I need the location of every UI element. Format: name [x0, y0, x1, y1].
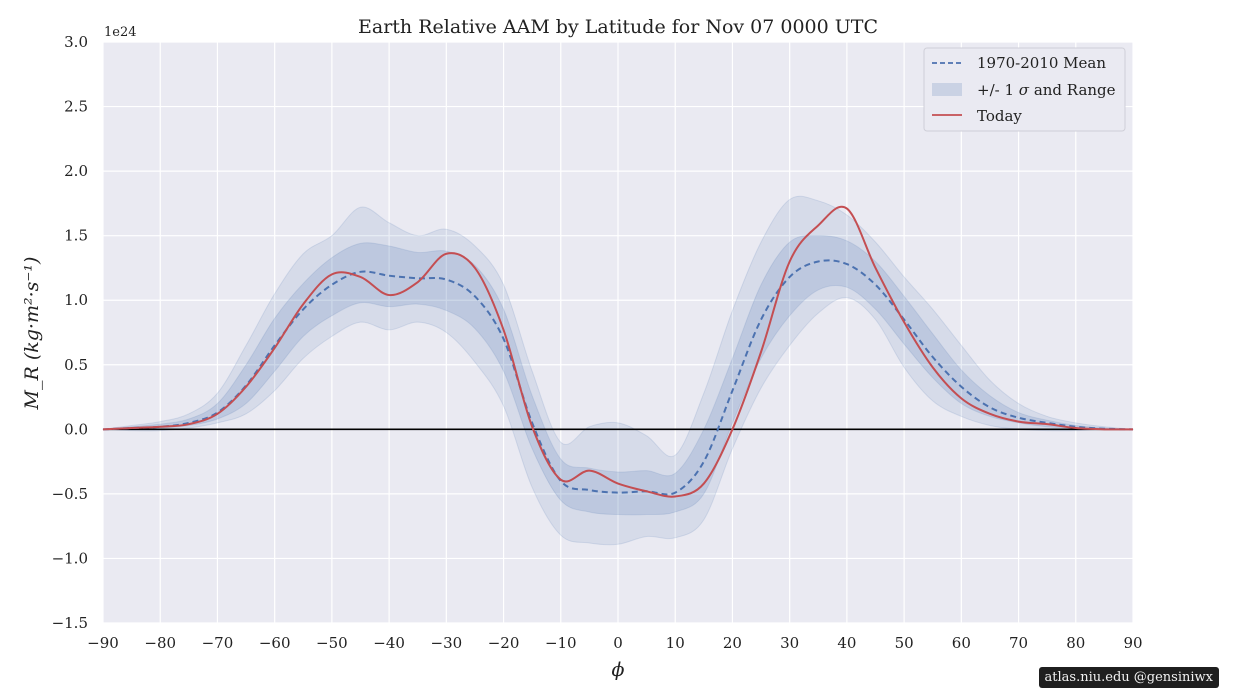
- legend-band-label: +/- 1 σ and Range: [977, 81, 1116, 99]
- legend-box: [923, 47, 1126, 132]
- x-tick-label: 80: [1066, 634, 1085, 652]
- grid-lines: [102, 41, 1134, 624]
- legend-mean-label: 1970-2010 Mean: [977, 54, 1106, 72]
- x-tick-label: 70: [1009, 634, 1028, 652]
- today-line: [102, 205, 1134, 498]
- x-tick-label: −40: [373, 634, 405, 652]
- x-tick-label: −10: [545, 634, 577, 652]
- y-tick-label: 1.0: [64, 291, 88, 309]
- x-tick-label: 40: [837, 634, 856, 652]
- x-tick-label: 10: [666, 634, 685, 652]
- series-lines: [102, 205, 1134, 498]
- legend-band-swatch: [932, 83, 962, 96]
- credit-badge: atlas.niu.edu @gensiniwx: [1038, 667, 1219, 688]
- y-tick-label: 3.0: [64, 33, 88, 51]
- x-tick-label: −60: [259, 634, 291, 652]
- x-tick-label: 60: [952, 634, 971, 652]
- x-tick-label: 0: [613, 634, 623, 652]
- y-tick-label: 2.0: [64, 162, 88, 180]
- x-tick-label: −80: [144, 634, 176, 652]
- x-tick-label: 90: [1123, 634, 1142, 652]
- y-offset-label: 1e24: [104, 25, 137, 40]
- legend: 1970-2010 Mean +/- 1 σ and Range Today: [923, 47, 1126, 132]
- y-tick-label: 2.5: [64, 98, 88, 116]
- x-tick-labels: −90 −80 −70 −60 −50 −40 −30 −20 −10 0 10 20 30 40 50 60…: [87, 634, 1142, 652]
- x-tick-label: 50: [895, 634, 914, 652]
- x-tick-label: 20: [723, 634, 742, 652]
- y-tick-label: 1.5: [64, 227, 88, 245]
- y-tick-label: 0.5: [64, 356, 88, 374]
- y-tick-label: −0.5: [52, 485, 88, 503]
- legend-today-label: Today: [977, 107, 1022, 125]
- y-tick-label: −1.0: [52, 549, 88, 567]
- y-axis-label: M_R (kg·m²·s⁻¹): [21, 257, 43, 411]
- x-tick-label: −90: [87, 634, 119, 652]
- y-tick-label: 0.0: [64, 420, 88, 438]
- x-tick-label: −20: [488, 634, 520, 652]
- y-tick-label: −1.5: [52, 614, 88, 632]
- x-tick-label: −30: [431, 634, 463, 652]
- y-tick-labels: −1.5 −1.0 −0.5 0.0 0.5 1.0 1.5 2.0 2.5 3.0: [52, 33, 88, 632]
- mean-line: [102, 259, 1134, 496]
- x-tick-label: −50: [316, 634, 348, 652]
- x-axis-label: ϕ: [612, 659, 625, 681]
- x-tick-label: −70: [202, 634, 234, 652]
- x-tick-label: 30: [780, 634, 799, 652]
- chart-title: Earth Relative AAM by Latitude for Nov 0…: [358, 16, 878, 38]
